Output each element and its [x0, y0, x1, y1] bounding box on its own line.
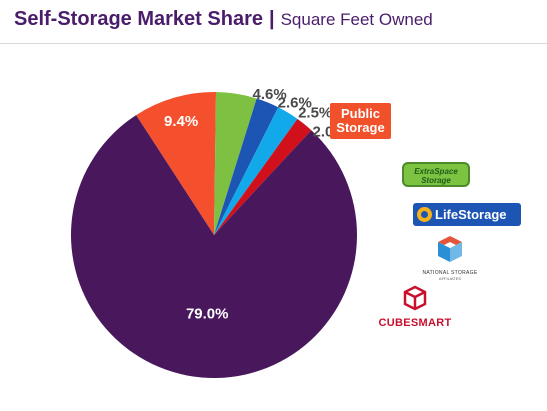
slice-label: 2.6%	[278, 94, 312, 111]
slice-label: 2.5%	[298, 105, 332, 122]
cubesmart-logo-text: CUBESMART	[378, 317, 452, 329]
pie-slice	[214, 98, 279, 235]
extra-space-logo-line2: Storage	[421, 176, 451, 185]
header-rule	[0, 43, 547, 44]
chart-subtitle: Square Feet Owned	[280, 10, 433, 29]
national-storage-logo-text: NATIONAL STORAGE	[422, 270, 478, 276]
national-storage-logo: NATIONAL STORAGE AFFILIATES	[420, 234, 480, 292]
cubesmart-logo: CUBESMART	[375, 285, 455, 330]
pie-slice	[214, 118, 312, 235]
extra-space-logo: ExtraSpace Storage	[402, 162, 470, 187]
pie-slice	[214, 107, 298, 235]
pie-slice	[136, 91, 217, 235]
title-divider: |	[268, 8, 275, 30]
public-storage-logo-line1: Public	[340, 106, 380, 121]
life-storage-logo: LifeStorage	[413, 203, 521, 226]
extra-space-logo-line1: ExtraSpace	[414, 167, 458, 176]
national-storage-logo-subtext: AFFILIATES	[438, 276, 462, 281]
pie-labels: 9.4%4.6%2.6%2.5%2.0%79.0%	[164, 86, 347, 323]
pie-slice	[70, 115, 357, 378]
life-storage-dot-icon	[417, 207, 432, 222]
cubesmart-cube-icon	[403, 285, 427, 311]
slice-label: 9.4%	[164, 113, 198, 130]
slice-label: 79.0%	[186, 305, 229, 322]
life-storage-logo-text: LifeStorage	[435, 207, 507, 222]
national-storage-cube-icon	[438, 236, 462, 262]
pie-slices	[70, 91, 357, 378]
slice-label: 4.6%	[253, 86, 287, 103]
chart-title: Self-Storage Market Share	[14, 8, 263, 30]
chart-header: Self-Storage Market Share | Square Feet …	[14, 8, 433, 38]
public-storage-logo: Public Storage	[330, 103, 391, 139]
public-storage-logo-line2: Storage	[336, 120, 385, 135]
pie-slice	[214, 92, 257, 235]
